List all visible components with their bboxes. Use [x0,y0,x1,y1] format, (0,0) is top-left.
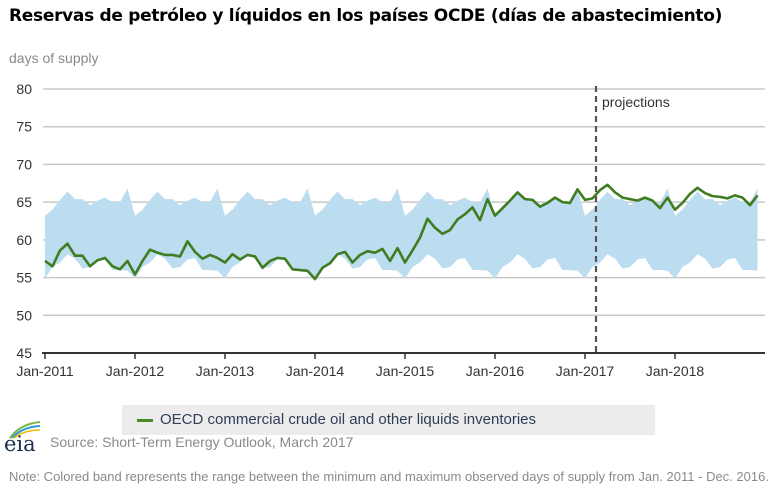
y-tick-label: 45 [16,345,32,361]
x-tick-label: Jan-2017 [556,363,615,379]
y-tick-labels: 45 50 55 60 65 70 75 80 [16,81,32,361]
legend: OECD commercial crude oil and other liqu… [122,405,655,435]
x-tick-label: Jan-2011 [16,363,74,379]
source-text: Source: Short-Term Energy Outlook, March… [50,434,354,450]
x-tick-label: Jan-2015 [376,363,435,379]
y-tick-label: 75 [16,119,32,135]
legend-label: OECD commercial crude oil and other liqu… [160,411,536,428]
y-tick-label: 65 [16,194,32,210]
eia-logo: eia [2,420,42,456]
y-tick-label: 80 [16,81,32,97]
range-band [45,188,758,279]
x-tick-label: Jan-2018 [646,363,705,379]
x-ticks: Jan-2011 Jan-2012 Jan-2013 Jan-2014 Jan-2015… [16,353,704,379]
x-tick-label: Jan-2013 [196,363,255,379]
y-tick-label: 60 [16,232,32,248]
inventory-line [44,183,759,281]
x-tick-label: Jan-2014 [286,363,345,379]
logo-swoosh-icon [9,421,41,439]
legend-swatch [137,419,153,422]
y-tick-label: 70 [16,156,32,172]
projection-label: projections [602,94,670,110]
logo-text: eia [4,432,36,456]
y-tick-label: 50 [16,307,32,323]
y-tick-label: 55 [16,270,32,286]
note-text: Note: Colored band represents the range … [9,469,769,484]
x-tick-label: Jan-2012 [106,363,165,379]
y-axis-label: days of supply [9,50,99,66]
x-tick-label: Jan-2016 [466,363,525,379]
chart-title: Reservas de petróleo y líquidos en los p… [9,6,723,26]
